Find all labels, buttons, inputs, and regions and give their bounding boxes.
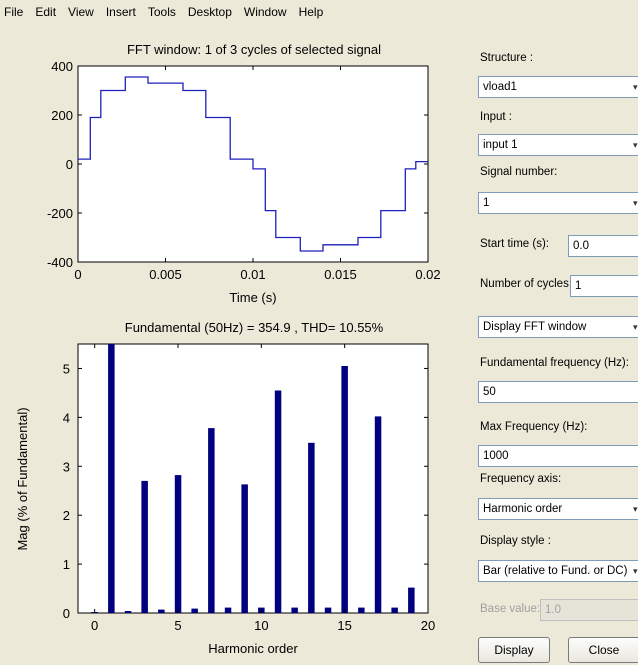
signal-number-value: 1: [483, 197, 490, 209]
structure-label: Structure :: [480, 52, 534, 64]
cycles-input[interactable]: 1: [570, 275, 638, 297]
spectrum-xtick-label: 5: [174, 618, 181, 633]
fundamental-frequency-label: Fundamental frequency (Hz):: [480, 357, 629, 369]
spectrum-xtick-label: 0: [91, 618, 98, 633]
fundamental-frequency-input[interactable]: 50: [478, 381, 638, 403]
time-xtick-label: 0.005: [149, 267, 182, 282]
display-button[interactable]: Display: [478, 637, 550, 663]
time-plot-xlabel: Time (s): [229, 290, 276, 305]
chevron-down-icon: ▾: [633, 504, 638, 514]
menu-file[interactable]: File: [4, 5, 24, 19]
menu-insert[interactable]: Insert: [105, 5, 136, 19]
harmonic-bar: [374, 416, 382, 613]
spectrum-xtick-label: 10: [254, 618, 268, 633]
cycles-label: Number of cycles:: [480, 278, 573, 290]
structure-value: vload1: [483, 81, 517, 93]
chevron-down-icon: ▾: [633, 566, 638, 576]
time-xtick-label: 0.015: [324, 267, 357, 282]
signal-number-label: Signal number:: [480, 166, 558, 178]
frequency-axis-value: Harmonic order: [483, 503, 563, 515]
fundamental-bar: [108, 344, 115, 613]
spectrum-plot-title: Fundamental (50Hz) = 354.9 , THD= 10.55%: [125, 320, 384, 335]
spectrum-plot-area: [77, 343, 429, 614]
spectrum-ytick-label: 2: [63, 508, 70, 523]
time-ytick-label: -200: [47, 206, 73, 221]
time-signal-axes: FFT window: 1 of 3 cycles of selected si…: [47, 42, 441, 305]
display-fft-select[interactable]: Display FFT window ▾: [478, 316, 638, 338]
menu-desktop[interactable]: Desktop: [187, 5, 232, 19]
spectrum-plot-ylabel: Mag (% of Fundamental): [15, 407, 30, 550]
menu-help[interactable]: Help: [298, 5, 324, 19]
display-style-value: Bar (relative to Fund. or DC): [483, 565, 628, 577]
frequency-axis-label: Frequency axis:: [480, 473, 562, 485]
spectrum-xtick-label: 15: [337, 618, 351, 633]
menu-window[interactable]: Window: [243, 5, 287, 19]
harmonic-bar: [124, 611, 132, 613]
menu-view[interactable]: View: [68, 5, 94, 19]
input-value: input 1: [483, 139, 518, 151]
chevron-down-icon: ▾: [633, 198, 638, 208]
harmonic-bar: [391, 607, 398, 613]
chevron-down-icon: ▾: [633, 322, 638, 332]
time-xtick-label: 0.02: [415, 267, 440, 282]
spectrum-ytick-label: 0: [63, 606, 70, 621]
spectrum-ytick-label: 1: [63, 557, 70, 572]
input-label: Input :: [480, 111, 512, 123]
start-time-label: Start time (s):: [480, 238, 550, 250]
display-style-label: Display style :: [480, 535, 551, 547]
harmonic-bar: [141, 480, 148, 613]
time-ytick-label: 400: [51, 59, 73, 74]
spectrum-ytick-label: 3: [63, 459, 70, 474]
harmonic-bar: [408, 587, 415, 613]
display-style-select[interactable]: Bar (relative to Fund. or DC) ▾: [478, 560, 638, 582]
max-frequency-input[interactable]: 1000: [478, 445, 638, 467]
spectrum-xtick-label: 20: [421, 618, 435, 633]
harmonic-bar: [274, 390, 282, 613]
base-value-label: Base value:: [480, 603, 541, 615]
harmonic-bar: [191, 608, 198, 613]
harmonic-bar: [208, 428, 215, 613]
harmonic-bar: [224, 607, 232, 613]
structure-select[interactable]: vload1 ▾: [478, 76, 638, 98]
start-time-input[interactable]: 0.0: [568, 235, 638, 257]
spectrum-ytick-label: 4: [63, 410, 70, 425]
harmonic-bar: [241, 484, 248, 613]
harmonic-bar: [291, 607, 298, 613]
time-ytick-label: 0: [66, 157, 73, 172]
harmonic-bar: [308, 442, 315, 613]
figure-axes: FFT window: 1 of 3 cycles of selected si…: [15, 42, 441, 656]
time-ytick-label: -400: [47, 255, 73, 270]
time-ytick-label: 200: [51, 108, 73, 123]
input-select[interactable]: input 1 ▾: [478, 134, 638, 156]
menu-edit[interactable]: Edit: [35, 5, 57, 19]
signal-number-select[interactable]: 1 ▾: [478, 192, 638, 214]
harmonic-bar: [358, 607, 365, 613]
harmonic-bar: [341, 366, 348, 613]
spectrum-ytick-label: 5: [63, 361, 70, 376]
frequency-axis-select[interactable]: Harmonic order ▾: [478, 498, 638, 520]
chevron-down-icon: ▾: [633, 82, 638, 92]
time-plot-title: FFT window: 1 of 3 cycles of selected si…: [127, 42, 381, 57]
spectrum-plot-xlabel: Harmonic order: [208, 641, 298, 656]
close-button[interactable]: Close: [568, 637, 638, 663]
max-frequency-label: Max Frequency (Hz):: [480, 421, 588, 433]
harmonic-spectrum-axes: Fundamental (50Hz) = 354.9 , THD= 10.55%…: [15, 320, 435, 656]
chevron-down-icon: ▾: [633, 140, 638, 150]
fft-settings-panel: Structure : vload1 ▾ Input : input 1 ▾ S…: [468, 0, 638, 665]
display-fft-value: Display FFT window: [483, 321, 587, 333]
base-value-input: 1.0: [540, 599, 638, 621]
harmonic-bar: [324, 607, 332, 613]
harmonic-bar: [174, 475, 182, 613]
time-signal-line: [78, 76, 428, 252]
menu-tools[interactable]: Tools: [147, 5, 176, 19]
harmonic-bar: [158, 609, 165, 613]
menu-bar: File Edit View Insert Tools Desktop Wind…: [0, 0, 638, 24]
time-xtick-label: 0.01: [240, 267, 265, 282]
time-xtick-label: 0: [74, 267, 81, 282]
